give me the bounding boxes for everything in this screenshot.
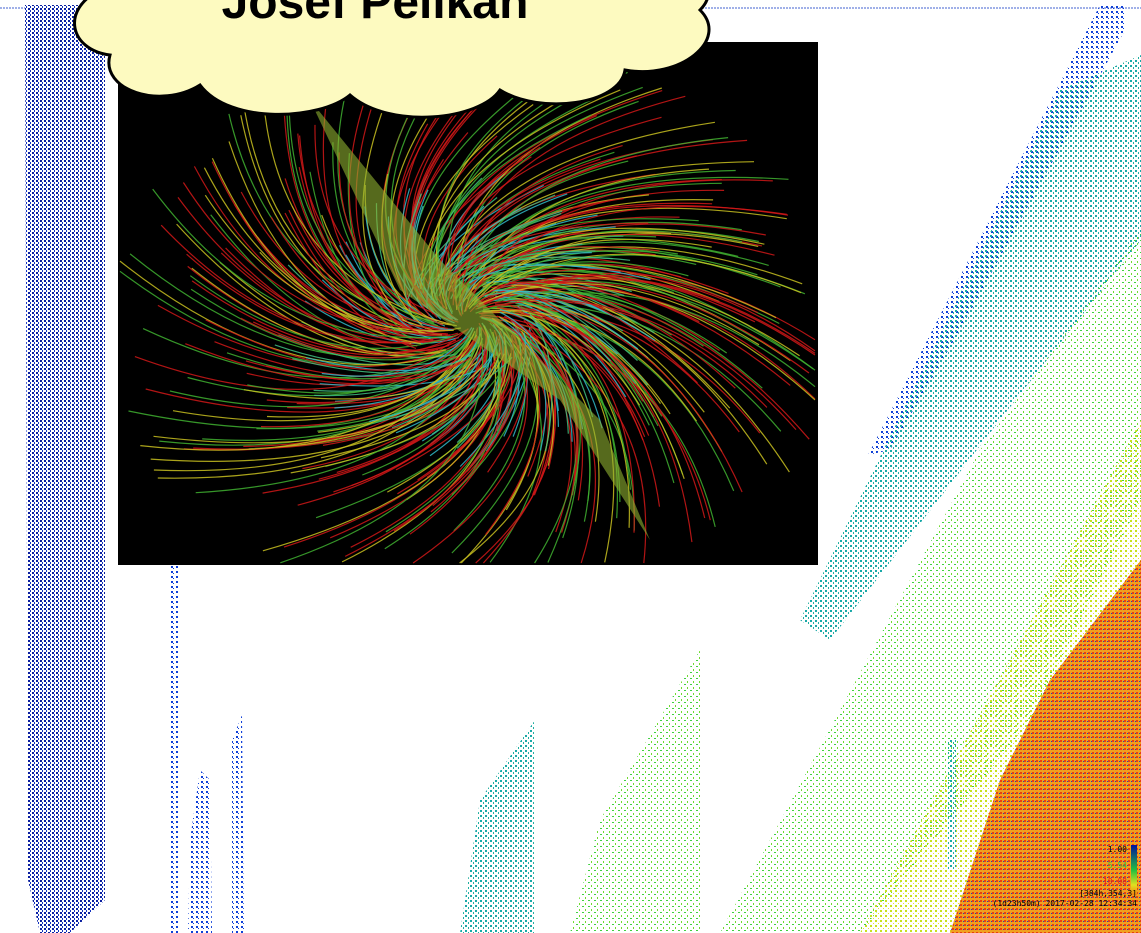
- page: Josef Pelikán 1.00 5.54 10.08 [384h,354,…: [0, 0, 1141, 933]
- dims-label: [384h,354,3]: [1079, 889, 1137, 898]
- legend-label: 5.54: [1108, 861, 1127, 870]
- callout-text: Josef Pelikán: [222, 0, 529, 29]
- slide: Josef Pelikán 1.00 5.54 10.08 [384h,354,…: [0, 0, 1141, 933]
- color-bar: [1131, 845, 1137, 895]
- legend-label: 1.00: [1108, 845, 1127, 854]
- timestamp: (1d23h50m) 2017-02-28 12:34:34: [993, 899, 1138, 908]
- legend-label: 10.08: [1103, 877, 1127, 886]
